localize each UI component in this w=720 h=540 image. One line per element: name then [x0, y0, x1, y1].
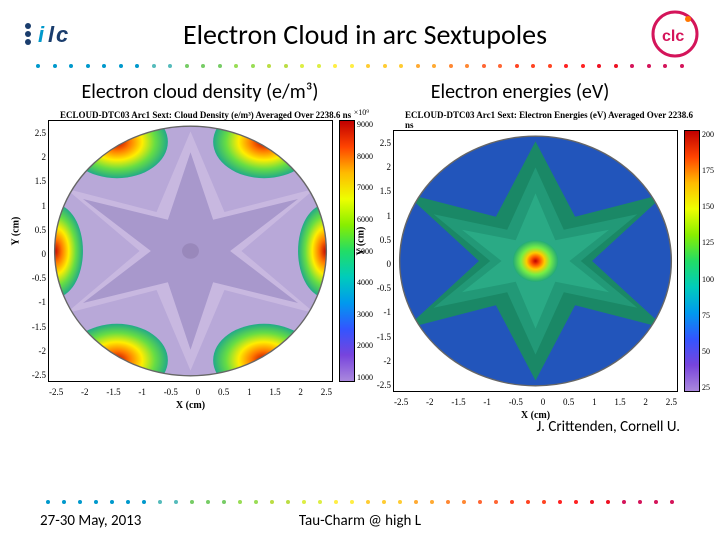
header: i l c Electron Cloud in arc Sextupoles c… — [0, 0, 720, 60]
svg-text:c: c — [56, 22, 68, 47]
energy-y-axis: 2.521.510.50-0.5-1-1.5-2-2.5 — [365, 130, 393, 410]
energy-cbar-ticks: 200175150125100755025 — [702, 130, 714, 392]
energy-colorbar: 200175150125100755025 — [684, 130, 700, 392]
footer: 27-30 May, 2013 Tau-Charm @ high L — [0, 500, 720, 530]
density-colorbar: ×10⁹ 90008000700060005000400030002000100… — [339, 120, 355, 382]
density-x-label: X (cm) — [176, 400, 205, 411]
energy-plot-title: ECLOUD-DTC03 Arc1 Sext: Electron Energie… — [365, 110, 700, 130]
density-heatmap — [49, 121, 332, 381]
footer-date: 27-30 May, 2013 — [40, 512, 240, 530]
energy-y-label: Y (cm) — [356, 227, 367, 256]
energy-chart-body: -2.5-2-1.5-1-0.500.511.522.5 X (cm) — [393, 130, 678, 392]
footer-center: Tau-Charm @ high L — [240, 512, 480, 530]
subtitle-left: Electron cloud density (e/m³) — [40, 80, 360, 104]
density-chart-body: -2.5-2-1.5-1-0.500.511.522.5 X (cm) — [48, 120, 333, 382]
energy-heatmap — [394, 131, 677, 391]
energy-x-label: X (cm) — [521, 410, 550, 421]
footer-dots — [40, 500, 680, 504]
svg-text:l: l — [48, 22, 55, 47]
energy-plot: ECLOUD-DTC03 Arc1 Sext: Electron Energie… — [365, 110, 700, 410]
density-y-axis: 2.521.510.50-0.5-1-1.5-2-2.5 — [20, 120, 48, 400]
plots-row: ECLOUD-DTC03 Arc1 Sext: Cloud Density (e… — [0, 110, 720, 410]
energy-x-axis: -2.5-2-1.5-1-0.500.511.522.5 — [394, 397, 677, 407]
attribution-text: J. Crittenden, Cornell U. — [0, 410, 720, 436]
clc-logo: clc — [650, 9, 700, 59]
subtitles-row: Electron cloud density (e/m³) Electron e… — [0, 68, 720, 110]
svg-text:clc: clc — [662, 28, 684, 45]
svg-text:i: i — [38, 22, 45, 47]
density-plot-title: ECLOUD-DTC03 Arc1 Sext: Cloud Density (e… — [20, 110, 355, 120]
page-title: Electron Cloud in arc Sextupoles — [80, 17, 650, 52]
density-plot: ECLOUD-DTC03 Arc1 Sext: Cloud Density (e… — [20, 110, 355, 410]
density-y-label: Y (cm) — [11, 217, 22, 246]
subtitle-right: Electron energies (eV) — [360, 80, 680, 104]
density-x-axis: -2.5-2-1.5-1-0.500.511.522.5 — [49, 387, 332, 397]
ilc-logo: i l c — [20, 14, 80, 54]
footer-right — [480, 512, 680, 530]
